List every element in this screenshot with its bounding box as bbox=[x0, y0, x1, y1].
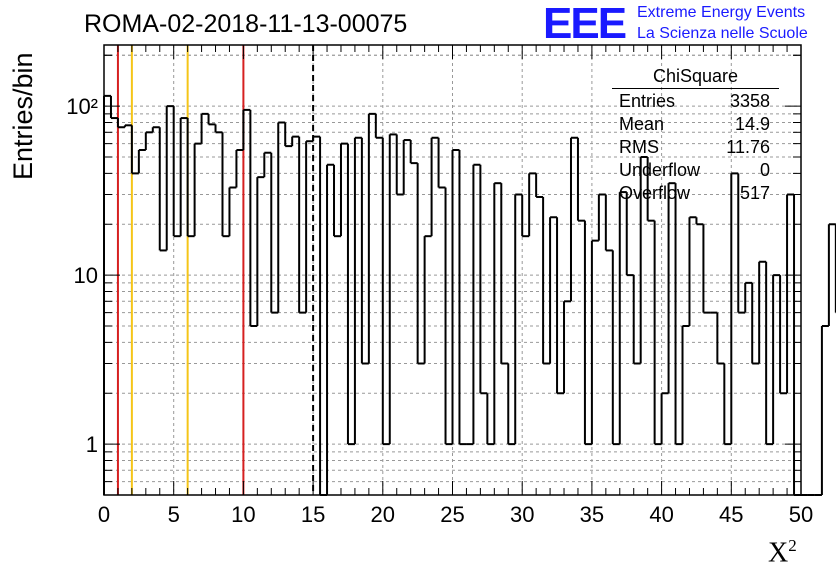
x-axis-label-sup: 2 bbox=[788, 536, 797, 555]
x-tick-label: 30 bbox=[510, 502, 534, 527]
stats-value: 11.76 bbox=[726, 137, 770, 157]
stats-row-entries: Entries 3358 bbox=[612, 90, 779, 113]
x-tick-label: 0 bbox=[98, 502, 110, 527]
x-tick-label: 20 bbox=[371, 502, 395, 527]
stats-label: Overflow bbox=[619, 183, 691, 203]
x-axis-label: X2 bbox=[768, 536, 797, 569]
y-tick-label: 10 bbox=[74, 263, 98, 288]
stats-header: ChiSquare bbox=[612, 66, 779, 89]
stats-box: ChiSquare Entries 3358 Mean 14.9 RMS 11.76 … bbox=[612, 66, 779, 205]
stats-row-rms: RMS 11.76 bbox=[612, 136, 779, 159]
logo-line-1: Extreme Energy Events bbox=[637, 4, 806, 21]
logo-line-2: La Scienza nelle Scuole bbox=[637, 25, 808, 42]
x-tick-label: 35 bbox=[580, 502, 604, 527]
stats-value: 517 bbox=[739, 183, 770, 203]
stats-label: Entries bbox=[619, 91, 676, 111]
stats-row-underflow: Underflow 0 bbox=[612, 159, 779, 182]
x-tick-label: 15 bbox=[301, 502, 325, 527]
stats-row-overflow: Overflow 517 bbox=[612, 182, 779, 205]
y-axis-label: Entries/bin bbox=[8, 52, 38, 180]
stats-value: 3358 bbox=[729, 91, 770, 111]
x-tick-label: 10 bbox=[231, 502, 255, 527]
x-tick-label: 45 bbox=[719, 502, 743, 527]
eee-logo: EEE bbox=[543, 0, 627, 48]
x-tick-label: 25 bbox=[440, 502, 464, 527]
y-tick-label: 1 bbox=[86, 432, 98, 457]
stats-label: Mean bbox=[619, 114, 665, 134]
stats-label: RMS bbox=[619, 137, 659, 157]
chart-title: ROMA-02-2018-11-13-00075 bbox=[84, 10, 408, 38]
eee-logo-text: Extreme Energy Events La Scienza nelle S… bbox=[637, 2, 808, 44]
stats-row-mean: Mean 14.9 bbox=[612, 113, 779, 136]
y-tick-label: 10² bbox=[66, 94, 98, 119]
x-tick-label: 50 bbox=[789, 502, 813, 527]
stats-value: 0 bbox=[759, 160, 770, 180]
stats-value: 14.9 bbox=[734, 114, 770, 134]
x-axis-label-text: X bbox=[768, 537, 789, 569]
x-tick-label: 40 bbox=[649, 502, 673, 527]
x-tick-label: 5 bbox=[168, 502, 180, 527]
stats-label: Underflow bbox=[619, 160, 701, 180]
